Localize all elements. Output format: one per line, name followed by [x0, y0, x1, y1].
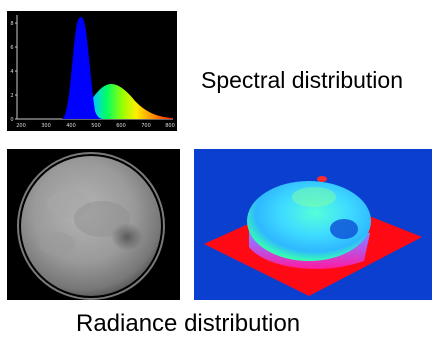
y-tick-label: 2 — [10, 93, 13, 99]
spectral-distribution-chart: 0 2 4 6 8 200 300 400 500 600 700 800 — [7, 11, 177, 131]
disk-surface — [21, 156, 161, 296]
dark-spot — [111, 223, 143, 251]
radiance-distribution-caption: Radiance distribution — [76, 310, 301, 337]
x-tick-label: 600 — [116, 123, 126, 129]
y-tick-label: 8 — [10, 21, 13, 27]
surface-dip — [330, 219, 358, 239]
radiance-grayscale-image — [7, 149, 180, 300]
grayscale-disk-svg — [7, 149, 180, 300]
y-tick-label: 6 — [10, 45, 13, 51]
x-tick-label: 400 — [66, 123, 76, 129]
disk-rim — [17, 152, 165, 300]
radiance-surface-plot — [194, 149, 432, 300]
spectral-chart-svg: 0 2 4 6 8 200 300 400 500 600 700 800 — [10, 15, 175, 129]
y-tick-label: 4 — [10, 69, 13, 75]
x-tick-label: 800 — [165, 123, 175, 129]
surface-top — [247, 181, 371, 261]
spectral-distribution-caption: Spectral distribution — [201, 67, 403, 93]
blue-peak-area — [62, 17, 103, 119]
x-tick-label: 300 — [41, 123, 51, 129]
surface-plot-svg — [194, 149, 432, 300]
x-tick-label: 700 — [141, 123, 151, 129]
x-tick-label: 500 — [91, 123, 101, 129]
y-tick-label: 0 — [10, 117, 13, 123]
surface-peak-mark — [317, 176, 327, 182]
x-tick-label: 200 — [16, 123, 26, 129]
